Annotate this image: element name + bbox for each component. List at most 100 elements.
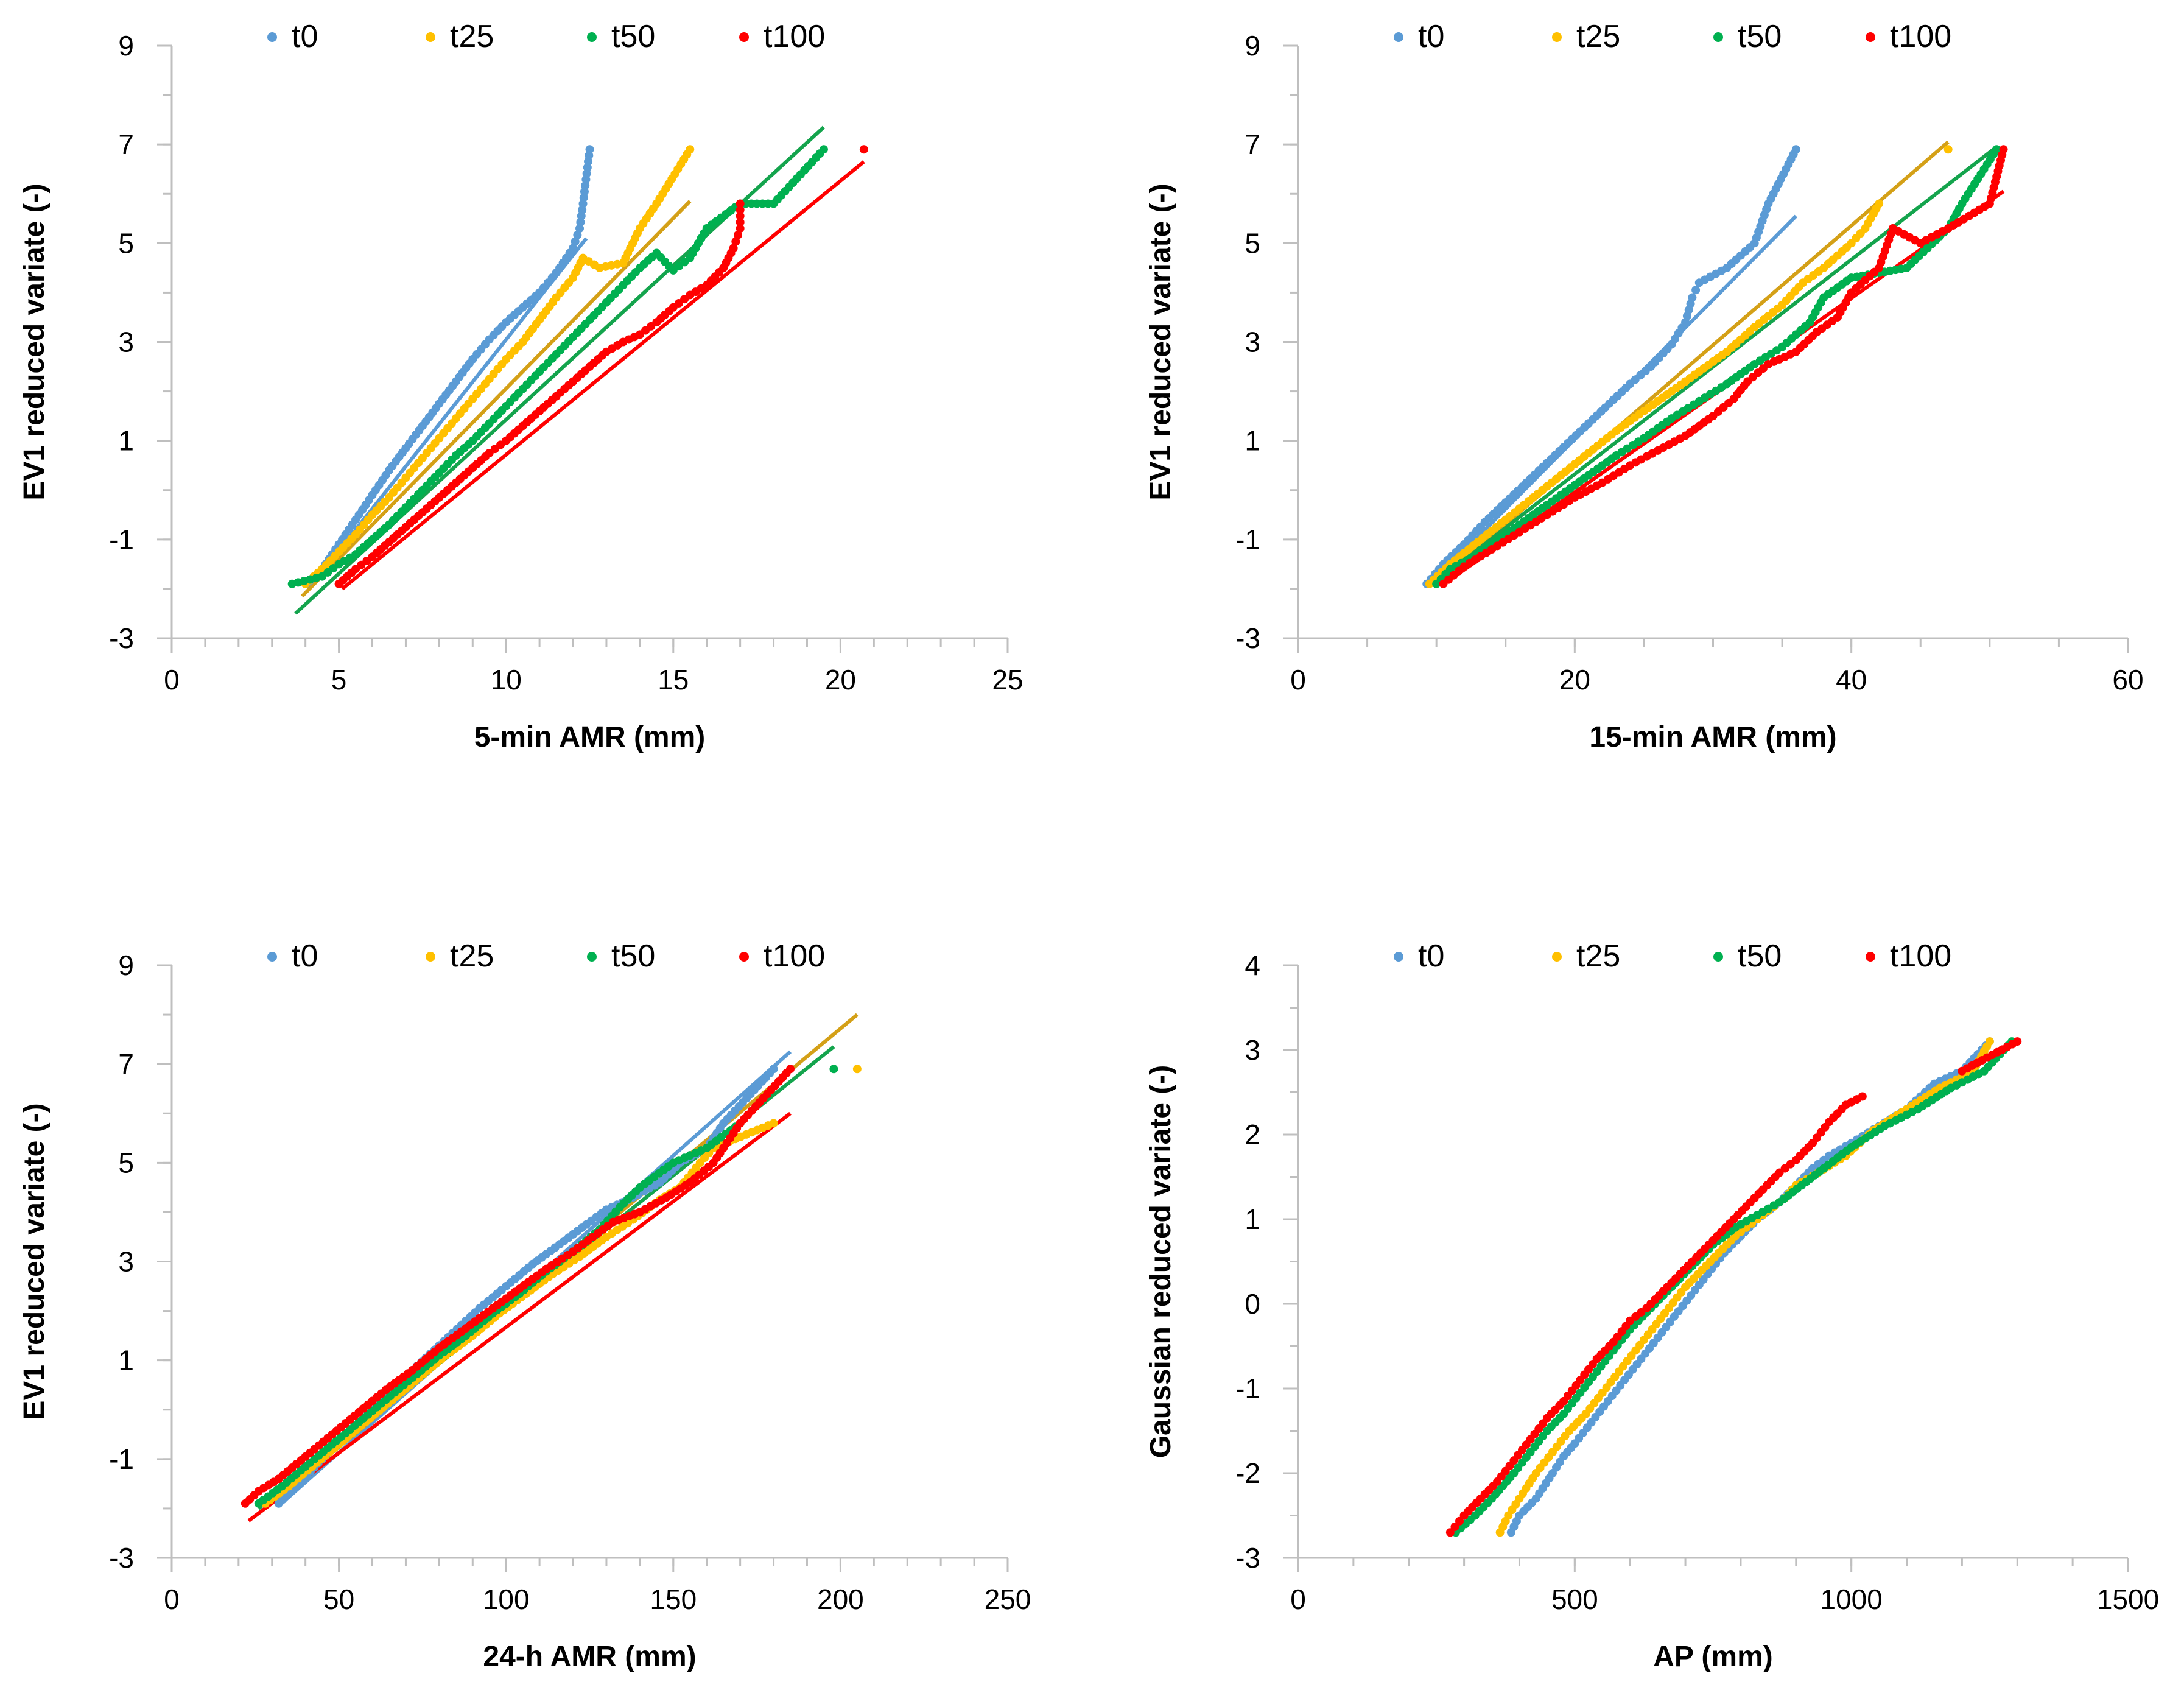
legend-marker-t0: [1394, 32, 1403, 42]
x-axis-title: AP (mm): [1653, 1641, 1772, 1673]
legend-label-t25: t25: [450, 19, 494, 54]
x-tick-label: 150: [650, 1583, 697, 1615]
legend-label-t50: t50: [1738, 19, 1782, 54]
point-t0: [573, 230, 582, 239]
point-t25: [1985, 1037, 1994, 1046]
point-t25: [1943, 145, 1953, 154]
x-tick-label: 100: [483, 1583, 530, 1615]
y-axis-title: EV1 reduced variate (-): [1145, 183, 1177, 500]
legend-marker-t25: [426, 952, 435, 962]
fit-line-t100: [341, 160, 865, 591]
y-tick-label: 3: [118, 326, 134, 358]
y-tick-label: 5: [118, 227, 134, 259]
y-tick-label: 5: [118, 1147, 134, 1178]
x-axis-title: 15-min AMR (mm): [1589, 721, 1836, 753]
y-axis-title: EV1 reduced variate (-): [18, 1103, 51, 1420]
point-t25: [769, 1119, 778, 1128]
y-tick-label: 3: [1245, 1034, 1260, 1066]
point-t100: [2013, 1037, 2022, 1046]
y-tick-label: 9: [118, 30, 134, 62]
legend-label-t50: t50: [1738, 938, 1782, 974]
y-tick-label: 0: [1245, 1288, 1260, 1320]
point-t0: [1691, 286, 1701, 295]
legend-label-t0: t0: [292, 938, 318, 974]
point-t25: [852, 1065, 862, 1074]
legend-marker-t25: [1552, 32, 1562, 42]
y-tick-label: -3: [1235, 622, 1260, 654]
legend-label-t0: t0: [292, 19, 318, 54]
legend-marker-t100: [1866, 952, 1875, 962]
y-tick-label: 1: [118, 1345, 134, 1376]
x-tick-label: 40: [1836, 664, 1867, 695]
x-tick-label: 20: [825, 664, 856, 695]
legend-label-t100: t100: [1890, 19, 1951, 54]
legend-marker-t50: [587, 32, 597, 42]
legend-marker-t100: [1866, 32, 1875, 42]
point-t50: [1992, 145, 2001, 154]
x-tick-label: 60: [2112, 664, 2143, 695]
x-tick-label: 15: [658, 664, 689, 695]
x-tick-label: 10: [491, 664, 522, 695]
point-t100: [1999, 145, 2008, 154]
legend-label-t100: t100: [764, 19, 825, 54]
x-tick-label: 1000: [1820, 1583, 1882, 1615]
y-tick-label: 9: [1245, 30, 1260, 62]
x-tick-label: 0: [1290, 664, 1306, 695]
point-t100: [736, 205, 745, 214]
y-tick-label: 7: [118, 129, 134, 160]
point-t100: [1455, 1516, 1464, 1526]
legend-marker-t100: [739, 32, 749, 42]
y-tick-label: -3: [1235, 1542, 1260, 1574]
y-tick-label: -1: [1235, 1373, 1260, 1404]
x-tick-label: 5: [331, 664, 347, 695]
x-tick-label: 0: [1290, 1583, 1306, 1615]
y-tick-label: -1: [109, 524, 134, 555]
y-tick-label: -1: [109, 1443, 134, 1475]
x-tick-label: 25: [992, 664, 1023, 695]
y-tick-label: -1: [1235, 524, 1260, 555]
point-t50: [819, 145, 828, 154]
y-tick-label: 1: [1245, 1203, 1260, 1235]
legend-marker-t25: [426, 32, 435, 42]
point-t0: [1688, 293, 1697, 302]
point-t100: [736, 224, 745, 233]
panel-24h-amr: 0 50 100 150 200 250 -3 -1 1 3 5 7 9 24-h AMR (mm) EV1…: [18, 938, 1031, 1673]
y-tick-label: 3: [118, 1246, 134, 1278]
legend-label-t100: t100: [764, 938, 825, 974]
y-tick-label: -3: [109, 1542, 134, 1574]
legend-label-t0: t0: [1418, 19, 1444, 54]
legend-label-t25: t25: [1576, 19, 1620, 54]
legend-marker-t50: [1713, 952, 1723, 962]
point-t100: [736, 199, 745, 208]
legend-marker-t0: [1394, 952, 1403, 962]
y-axis-title: EV1 reduced variate (-): [18, 183, 51, 500]
x-tick-label: 250: [985, 1583, 1031, 1615]
x-axis-title: 5-min AMR (mm): [474, 721, 706, 753]
y-axis-title: Gaussian reduced variate (-): [1145, 1065, 1177, 1459]
panel-5min-amr: 0 5 10 15 20 25 -3 -1 1 3 5 7 9 5-min AMR (mm) EV1 red…: [18, 19, 1024, 753]
legend-label-t25: t25: [450, 938, 494, 974]
legend-label-t50: t50: [611, 19, 655, 54]
point-t0: [1791, 145, 1800, 154]
y-tick-label: 5: [1245, 227, 1260, 259]
fit-line-t25: [301, 200, 692, 598]
point-t25: [686, 145, 695, 154]
y-tick-label: 7: [1245, 129, 1260, 160]
legend-label-t50: t50: [611, 938, 655, 974]
legend-marker-t25: [1552, 952, 1562, 962]
point-t25: [1875, 199, 1884, 208]
panel-ap: 0 500 1000 1500 -3 -2 -1 0 1 2 3 4 AP (mm) Gaussian r…: [1145, 938, 2159, 1673]
point-t100: [736, 211, 745, 220]
y-tick-label: 2: [1245, 1119, 1260, 1150]
legend-label-t0: t0: [1418, 938, 1444, 974]
legend-label-t100: t100: [1890, 938, 1951, 974]
y-tick-label: -2: [1235, 1457, 1260, 1489]
fit-line-t100: [247, 1111, 792, 1523]
y-tick-label: 9: [118, 949, 134, 981]
point-t100: [733, 230, 742, 239]
x-tick-label: 200: [817, 1583, 864, 1615]
x-tick-label: 50: [323, 1583, 354, 1615]
panel-15min-amr: 0 20 40 60 -3 -1 1 3 5 7 9 15-min AMR (mm) EV1 reduc…: [1145, 19, 2144, 753]
legend-marker-t100: [739, 952, 749, 962]
